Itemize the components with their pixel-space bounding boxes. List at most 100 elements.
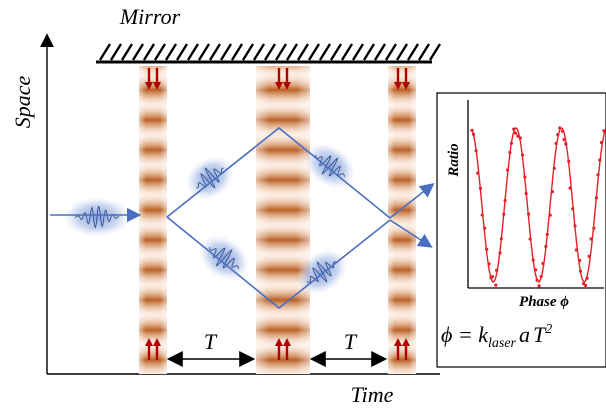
double-arrow-down-icon xyxy=(394,68,410,90)
double-arrow-up-icon xyxy=(145,338,161,360)
fringe-data-point xyxy=(495,268,499,272)
output-port-down xyxy=(389,219,433,248)
fringe-data-point xyxy=(552,166,556,170)
fringe-inset xyxy=(436,92,606,368)
fringe-data-point xyxy=(518,136,522,140)
fringe-data-point xyxy=(584,283,588,288)
hatch-mark xyxy=(197,43,211,61)
axes xyxy=(40,33,440,375)
fringe-data-point xyxy=(568,186,572,190)
double-arrow-down-icon xyxy=(275,68,291,90)
fringe-data-point xyxy=(589,237,593,241)
formula-a: a xyxy=(519,322,530,347)
fringe-data-point xyxy=(561,129,565,133)
atom-trajectories xyxy=(50,126,435,310)
fringe-data-point xyxy=(558,126,562,130)
mirror-hatching xyxy=(98,43,442,61)
hatch-mark xyxy=(351,43,365,61)
hatch-mark xyxy=(98,43,112,61)
hatch-mark xyxy=(340,43,354,61)
fringe-data-point xyxy=(516,134,520,138)
mirror xyxy=(96,43,442,64)
fringe-data-point xyxy=(503,198,507,203)
fringe-data-point xyxy=(528,237,532,241)
fringe-data-point xyxy=(498,251,502,255)
fringe-data-point xyxy=(567,159,571,163)
interval-label-2: T xyxy=(344,329,358,354)
fringe-data-point xyxy=(480,213,484,217)
fringe-data-point xyxy=(571,207,575,211)
hatch-mark xyxy=(395,43,409,61)
hatch-mark xyxy=(219,43,233,61)
fringe-data-point xyxy=(573,224,577,228)
fringe-data-point xyxy=(594,196,599,200)
hatch-mark xyxy=(417,43,431,61)
formula-T-sup: 2 xyxy=(545,322,552,337)
hatch-mark xyxy=(373,43,387,61)
fringe-data-point xyxy=(578,269,583,273)
fringe-data-point xyxy=(527,212,531,216)
formula-T: T xyxy=(533,322,547,347)
hatch-mark xyxy=(241,43,255,61)
hatch-mark xyxy=(362,43,376,61)
hatch-mark xyxy=(142,43,156,61)
lower-path xyxy=(166,216,391,310)
atom-wavepacket xyxy=(63,197,131,237)
fringe-data-point xyxy=(470,128,474,132)
hatch-mark xyxy=(230,43,244,61)
fringe-data-point xyxy=(509,141,513,145)
laser-pulse-2 xyxy=(256,66,310,374)
hatch-mark xyxy=(208,43,222,61)
fringe-data-point xyxy=(521,153,525,157)
fringe-data-points xyxy=(470,126,606,288)
fringe-data-point xyxy=(490,275,495,279)
fringe-data-point xyxy=(499,237,503,241)
hatch-mark xyxy=(307,43,321,61)
fringe-data-point xyxy=(474,149,478,153)
fringe-data-point xyxy=(483,226,487,230)
inset-y-label: Ratio xyxy=(446,143,462,177)
fringe-data-point xyxy=(574,248,579,252)
fringe-data-point xyxy=(487,262,491,266)
hatch-mark xyxy=(285,43,299,61)
hatch-mark xyxy=(186,43,200,61)
fringe-data-point xyxy=(485,247,489,251)
hatch-mark xyxy=(164,43,178,61)
fringe-data-point xyxy=(531,258,535,262)
fringe-data-point xyxy=(599,141,604,145)
fringe-data-point xyxy=(541,261,545,266)
mirror-label: Mirror xyxy=(119,4,181,29)
double-arrow-down-icon xyxy=(145,68,161,90)
fringe-data-point xyxy=(544,244,548,249)
fringe-data-point xyxy=(554,141,558,146)
hatch-mark xyxy=(318,43,332,61)
interval-label-1: T xyxy=(204,329,218,354)
hatch-mark xyxy=(131,43,145,61)
fringe-data-point xyxy=(545,232,549,237)
fringe-data-point xyxy=(535,278,539,282)
atom-wavepacket xyxy=(198,235,250,281)
hatch-mark xyxy=(296,43,310,61)
formula-k: k xyxy=(478,322,489,347)
hatch-mark xyxy=(175,43,189,61)
fringe-data-point xyxy=(471,132,476,136)
double-arrow-up-icon xyxy=(275,338,291,360)
fringe-data-point xyxy=(506,168,510,172)
phase-formula: ϕ = klaser a T2 xyxy=(441,322,552,351)
space-axis-label: Space xyxy=(10,76,35,129)
fringe-data-point xyxy=(585,276,589,280)
fringe-data-point xyxy=(524,191,528,196)
double-arrow-up-icon xyxy=(394,338,410,360)
hatch-mark xyxy=(120,43,134,61)
fringe-data-point xyxy=(539,274,543,279)
fringe-data-point xyxy=(556,133,560,137)
fringe-data-point xyxy=(513,131,518,135)
formula-k-sub: laser xyxy=(488,336,517,351)
fringe-data-point xyxy=(502,212,506,216)
time-axis-label: Time xyxy=(351,382,394,407)
hatch-mark xyxy=(329,43,343,61)
fringe-data-point xyxy=(578,258,582,263)
upper-path xyxy=(166,126,391,219)
fringe-data-point xyxy=(476,171,480,175)
fringe-data-point xyxy=(550,190,555,194)
